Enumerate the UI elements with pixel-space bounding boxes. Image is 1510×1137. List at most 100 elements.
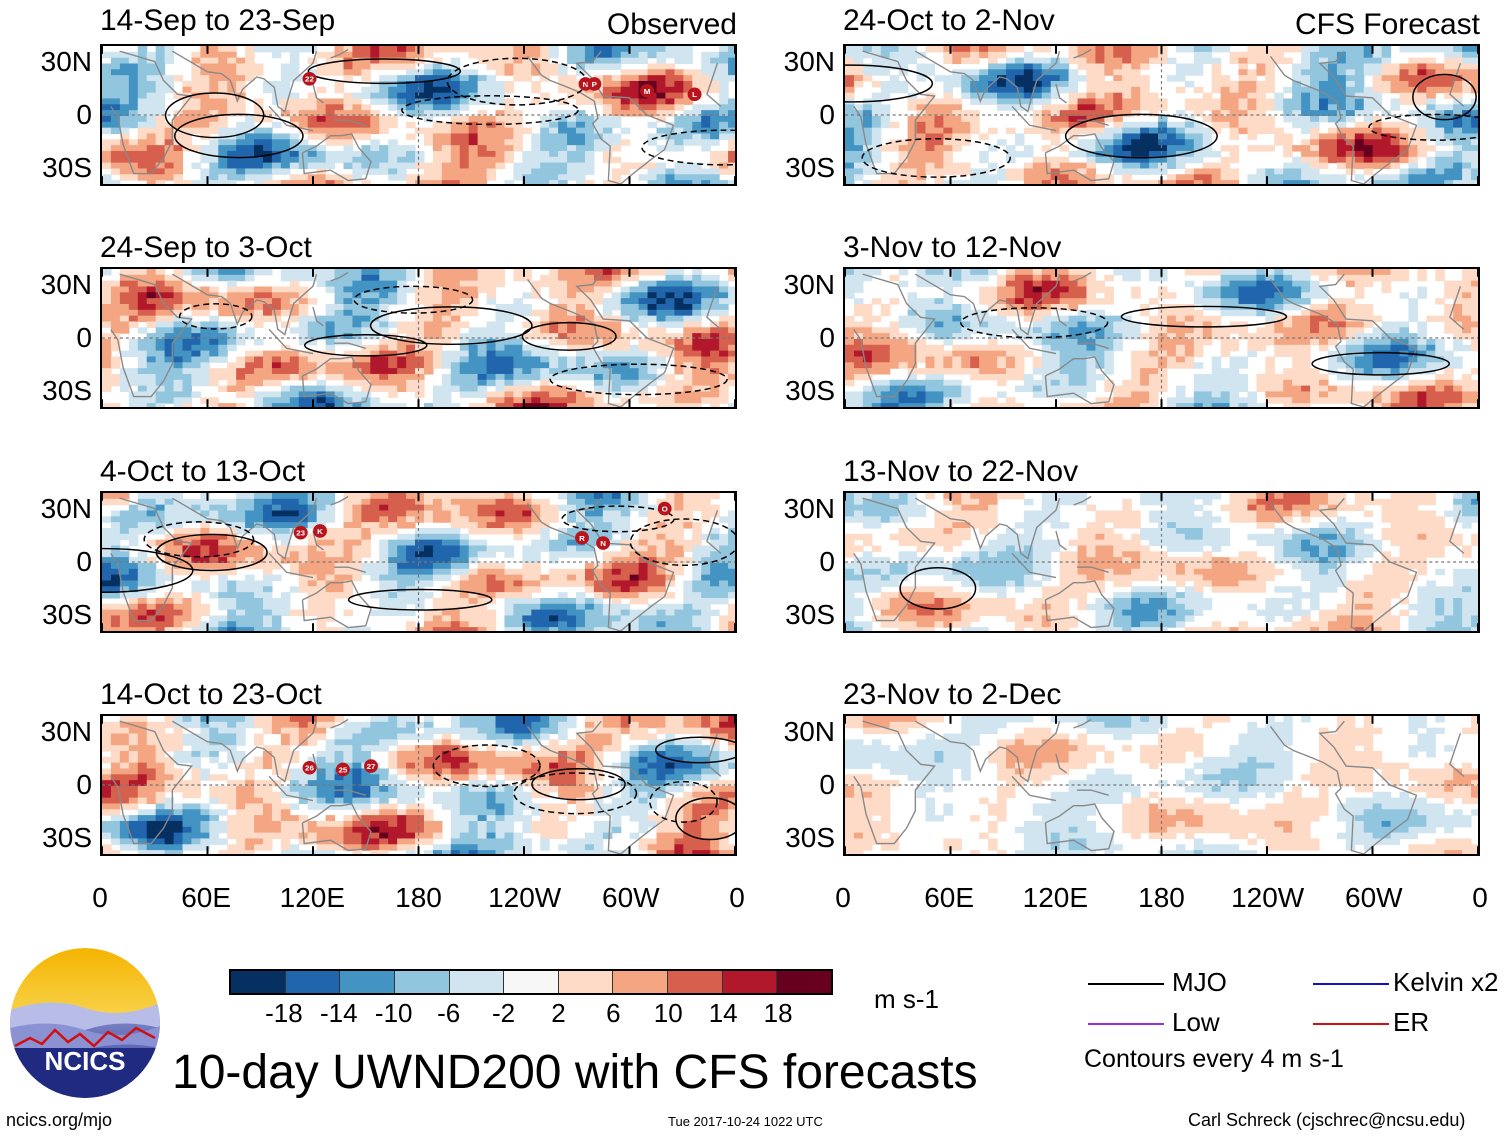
latitude-label: 0 <box>819 322 835 353</box>
colorbar-tick-label: -6 <box>437 998 461 1028</box>
map-plot <box>843 714 1480 856</box>
coastline <box>1073 48 1092 59</box>
coastline <box>334 789 366 796</box>
coastline <box>1073 271 1092 282</box>
longitude-label: 0 <box>1472 882 1488 913</box>
longitude-label: 120E <box>279 882 346 913</box>
legend-low-label: Low <box>1172 1007 1220 1037</box>
anomaly-field <box>845 46 1478 184</box>
mjo-contour <box>102 547 194 593</box>
map-plot <box>843 44 1480 186</box>
storm-id: N <box>583 80 589 89</box>
colorbar-tick-label: 18 <box>763 998 793 1028</box>
legend-er-label: ER <box>1393 1007 1430 1037</box>
storm-id: M <box>644 87 651 96</box>
latitude-label: 30N <box>783 45 835 77</box>
coastline <box>334 566 366 573</box>
colorbar-tick-label: 10 <box>653 998 683 1028</box>
storm-marker: R <box>575 531 589 545</box>
mjo-contour <box>1311 351 1451 376</box>
coastline <box>1044 356 1115 405</box>
coastline <box>330 718 349 729</box>
coastline <box>334 119 366 126</box>
legend-low-line <box>1088 1023 1164 1025</box>
coastline <box>1055 83 1067 104</box>
coastline <box>914 720 1061 783</box>
mjo-contour <box>401 95 579 126</box>
storm-marker: 27 <box>364 759 378 773</box>
longitude-label: 0 <box>835 882 851 913</box>
panel-title: 13-Nov to 22-Nov <box>843 455 1079 488</box>
storm-marker: 23 <box>293 525 308 540</box>
coastline <box>1011 552 1057 579</box>
colorbar-tick-label: -2 <box>491 998 516 1028</box>
mjo-contour <box>641 129 735 166</box>
storm-id: O <box>662 505 668 514</box>
longitude-label: 120W <box>488 882 562 913</box>
latitude-label: 30N <box>40 492 92 524</box>
panel-type-label: CFS Forecast <box>1294 8 1480 41</box>
storm-id: 23 <box>296 529 305 538</box>
storm-id: R <box>579 534 585 543</box>
coastline <box>526 273 675 407</box>
coastline <box>171 273 318 336</box>
mjo-contour <box>347 588 493 611</box>
colorbar-swatch <box>722 971 778 993</box>
storm-id: 22 <box>305 75 314 84</box>
coastline <box>330 48 349 59</box>
coastline <box>330 271 349 282</box>
footer-url[interactable]: ncics.org/mjo <box>6 1110 113 1130</box>
longitude-label: 60W <box>1345 882 1403 913</box>
coastline <box>1055 753 1067 774</box>
mjo-contour <box>178 303 253 330</box>
coastline <box>110 720 722 845</box>
coastline <box>1011 328 1057 355</box>
coastline <box>914 497 1061 560</box>
storm-id: 25 <box>338 765 347 774</box>
latitude-label: 30S <box>42 822 92 854</box>
coastline <box>1077 789 1109 796</box>
coastline <box>301 133 372 182</box>
latitude-label: 30N <box>40 268 92 300</box>
mjo-contour <box>675 797 735 841</box>
longitude-label: 180 <box>395 882 442 913</box>
coastline <box>301 803 372 852</box>
longitude-label: 180 <box>1138 882 1185 913</box>
colorbar-tick-label: -18 <box>265 998 303 1028</box>
mjo-contour <box>143 521 255 558</box>
latitude-label: 0 <box>76 322 92 353</box>
coastline <box>914 50 1061 113</box>
coastline <box>301 356 372 405</box>
main-title: 10-day UWND200 with CFS forecasts <box>172 1046 978 1099</box>
coastline <box>1269 273 1418 407</box>
storm-id: N <box>600 539 606 548</box>
latitude-label: 0 <box>76 769 92 800</box>
coastline <box>268 328 314 355</box>
latitude-label: 30S <box>785 599 835 631</box>
map-plot <box>100 267 737 409</box>
colorbar-swatch <box>285 971 341 993</box>
anomaly-field <box>102 269 735 407</box>
mjo-contour <box>521 321 617 351</box>
mjo-contour <box>307 58 462 85</box>
latitude-label: 0 <box>76 99 92 130</box>
colorbar-tick-label: -14 <box>320 998 358 1028</box>
footer-timestamp: Tue 2017-10-24 1022 UTC <box>668 1114 823 1129</box>
latitude-label: 30N <box>783 492 835 524</box>
coastline <box>110 50 722 175</box>
mjo-contour <box>369 306 533 346</box>
coastline <box>1269 50 1418 184</box>
map-plot <box>843 267 1480 409</box>
colorbar-tick-label: 2 <box>551 998 566 1028</box>
mjo-contour <box>164 92 265 139</box>
storm-marker: 22 <box>302 71 317 86</box>
coastline <box>334 342 366 349</box>
colorbar-tick-label: -10 <box>374 998 413 1028</box>
legend-mjo-label: MJO <box>1172 967 1227 997</box>
coastline <box>312 83 324 104</box>
coastline <box>171 720 318 783</box>
storm-id: L <box>692 90 697 99</box>
footer-author: Carl Schreck (cjschrec@ncsu.edu) <box>1188 1110 1466 1130</box>
coastline <box>1011 105 1057 132</box>
map-plot: 22 N P M L <box>100 44 737 186</box>
